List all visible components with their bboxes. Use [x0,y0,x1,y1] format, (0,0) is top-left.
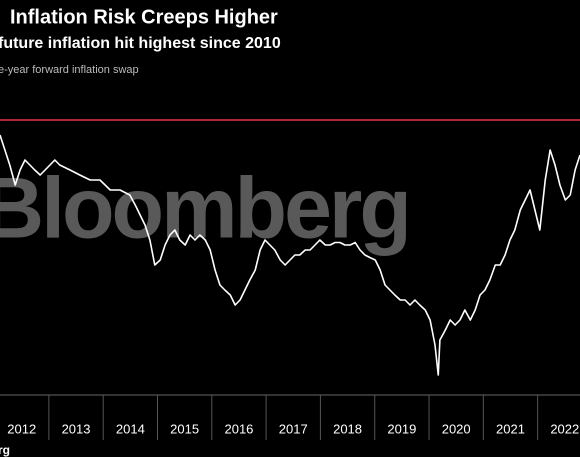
chart-subtitle: future inflation hit highest since 2010 [0,35,281,52]
x-tick-label: 2022 [550,421,579,436]
x-tick-label: 2015 [170,421,199,436]
watermark: Bloomberg [0,161,409,257]
x-tick-label: 2016 [224,421,253,436]
x-tick-label: 2019 [387,421,416,436]
legend-label: e-year forward inflation swap [0,64,139,76]
chart-title: Inflation Risk Creeps Higher [10,6,278,28]
source: rg [0,443,10,457]
x-tick-label: 2014 [116,421,145,436]
x-tick-label: 2018 [333,421,362,436]
series-line [0,134,580,376]
x-tick-label: 2020 [442,421,471,436]
x-tick-label: 2012 [7,421,36,436]
x-tick-label: 2017 [279,421,308,436]
x-tick-label: 2013 [62,421,91,436]
x-tick-label: 2021 [496,421,525,436]
